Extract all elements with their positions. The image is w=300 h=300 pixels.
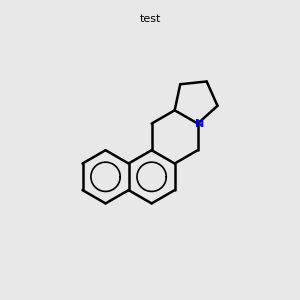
Title: test: test — [139, 14, 161, 24]
Text: N: N — [195, 118, 205, 129]
